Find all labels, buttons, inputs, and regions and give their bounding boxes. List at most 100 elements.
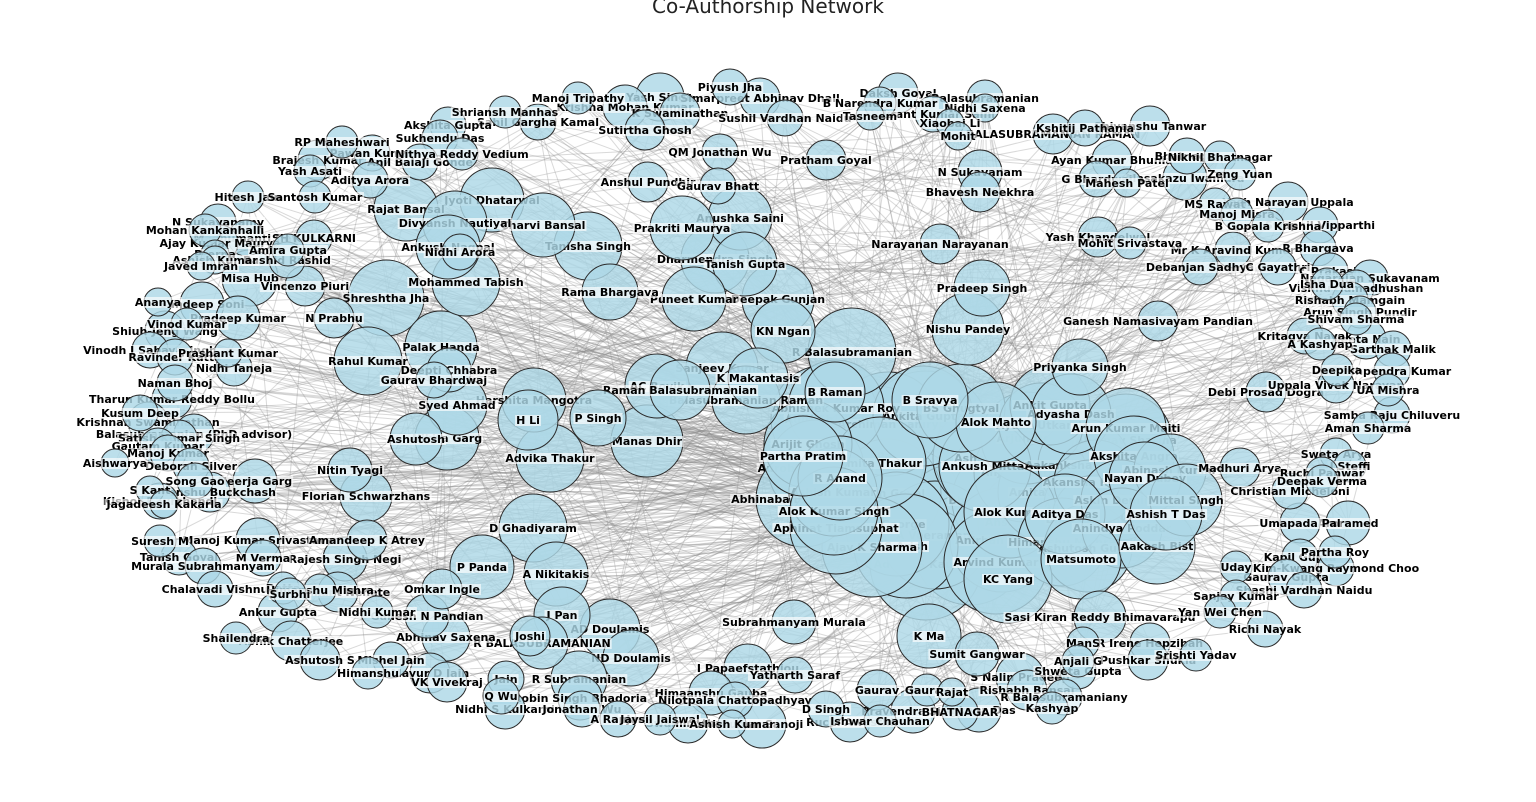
author-node[interactable]: Sushil Vardhan Naidu xyxy=(717,99,853,137)
author-node[interactable]: Prashant Kumar xyxy=(176,338,280,368)
author-node[interactable]: Madhuri Arya xyxy=(1197,447,1283,489)
author-node[interactable]: Jaysil Jaiswal xyxy=(618,702,701,736)
author-node[interactable]: Deepika xyxy=(1310,353,1364,387)
author-node[interactable]: Chalavadi Vishnu xyxy=(160,570,270,608)
author-node[interactable]: Mahesh Patel xyxy=(1084,168,1170,198)
author-node[interactable]: Joshi xyxy=(509,615,551,657)
author-node[interactable]: P Panda xyxy=(449,534,515,600)
author-node[interactable]: B Raman xyxy=(804,361,866,423)
author-node[interactable]: D Singh xyxy=(800,690,852,728)
author-node[interactable]: Nidhi Saxena xyxy=(943,93,1027,123)
author-node[interactable]: B Sravya xyxy=(891,361,969,439)
author-node[interactable]: Partha Pratim xyxy=(758,415,848,497)
author-node[interactable]: VK Vivekraj xyxy=(410,661,484,703)
author-node[interactable]: Vinod Kumar xyxy=(146,307,229,341)
author-node[interactable]: Pradeep Singh xyxy=(935,259,1029,317)
author-node[interactable]: Ganesh Namasivayam Pandian xyxy=(1062,300,1254,342)
author-node[interactable]: C Gayathri xyxy=(1244,248,1312,286)
author-node[interactable]: Kshitij Pathania xyxy=(1034,109,1136,147)
author-node[interactable]: A Kashyap xyxy=(1286,327,1354,361)
author-node[interactable]: Richi Nayak xyxy=(1227,610,1303,648)
author-node[interactable]: Ashutosh xyxy=(386,412,446,466)
author-node[interactable]: Priyanka Singh xyxy=(1032,338,1128,396)
author-node[interactable]: Ashish Kumar xyxy=(688,709,777,739)
author-node[interactable]: Uday xyxy=(1219,550,1253,584)
author-node[interactable]: Srishti Yadav xyxy=(1154,638,1239,672)
author-node[interactable]: Matsumoto xyxy=(1040,518,1122,600)
author-node[interactable]: Santosh Kumar xyxy=(266,180,364,214)
author-node[interactable]: ND Doulamis xyxy=(590,629,673,687)
author-node[interactable]: Yash Narayan Uppala xyxy=(1220,181,1355,223)
author-node[interactable]: Aditya Arora xyxy=(329,161,411,199)
author-node[interactable]: Amira Gupta xyxy=(248,233,328,267)
author-node[interactable]: Umapada Pal xyxy=(1258,502,1342,544)
author-node[interactable]: Nidhi Kumar xyxy=(337,595,417,629)
author-node[interactable]: Mohan Kankanhalli xyxy=(144,213,266,247)
author-node[interactable]: Yan Wei Chen xyxy=(1175,595,1264,629)
author-node[interactable]: Narayanan Narayanan xyxy=(870,223,1010,265)
author-node[interactable]: Kashyap xyxy=(1024,691,1080,725)
author-node[interactable]: Debanjan Sadhya xyxy=(1144,248,1256,286)
author-node[interactable]: Ananya xyxy=(133,287,183,317)
author-node[interactable]: Aishwarya xyxy=(81,448,149,478)
author-node[interactable]: Gaurav Bhardwaj xyxy=(379,361,489,399)
author-node[interactable]: Ashutosh S xyxy=(284,639,356,681)
author-node[interactable]: Gaurav Bhatt xyxy=(675,167,761,205)
author-node[interactable]: B Gopala Krishna xyxy=(1213,209,1323,243)
author-node[interactable]: Pratham Goyal xyxy=(779,139,873,181)
author-node[interactable]: Mohit Srivastava xyxy=(1076,226,1184,260)
author-node[interactable]: Hitesh Jain xyxy=(213,180,283,214)
author-node[interactable]: Yatharth Saraf xyxy=(747,656,842,694)
author-node[interactable]: Puneet Kumar xyxy=(648,266,740,332)
author-node[interactable]: Nithya Reddy Vedium xyxy=(394,137,530,171)
author-node[interactable]: Mohit xyxy=(939,121,977,151)
author-node[interactable]: KN Ngan xyxy=(750,298,816,364)
author-node[interactable]: RP Maheshwari xyxy=(293,125,391,159)
author-node[interactable]: P Singh xyxy=(569,389,627,447)
author-node[interactable]: Himanshu xyxy=(336,656,400,690)
author-node[interactable]: Rama Bhargava xyxy=(560,263,660,321)
author-node[interactable]: Ishwar Chauhan xyxy=(829,704,931,738)
author-node[interactable]: Song Gao xyxy=(164,462,226,500)
author-node[interactable]: Prakriti Maurya xyxy=(632,195,732,261)
author-node[interactable]: Nitin Tyagi xyxy=(315,447,385,493)
author-node[interactable]: Omkar Ingle xyxy=(403,568,481,610)
author-node[interactable]: Jagadeesh Kakarla xyxy=(104,489,223,519)
author-node[interactable]: QM Jonathan Wu xyxy=(667,133,773,171)
author-node[interactable]: Tasneem xyxy=(841,101,899,131)
author-node[interactable]: Nidhi Arora xyxy=(423,233,497,271)
author-node[interactable]: Suresh M xyxy=(130,524,190,558)
author-node[interactable]: N Prabhu xyxy=(304,297,364,339)
author-node[interactable]: Javed Imran xyxy=(161,251,240,281)
author-node[interactable]: Shriansh Manhas xyxy=(450,95,560,129)
author-node[interactable]: Shreshtha Jha xyxy=(341,259,431,337)
author-node[interactable]: Deepak Verma xyxy=(1275,464,1369,498)
author-node[interactable]: Partha Roy xyxy=(1299,535,1371,569)
author-node[interactable]: H Li xyxy=(497,389,559,451)
author-node[interactable]: Charvi Bansal xyxy=(499,192,587,258)
author-node[interactable]: Raman Balasubramanian xyxy=(601,359,759,421)
author-node[interactable]: Rajat xyxy=(934,677,970,707)
author-node[interactable]: Zeng Yuan xyxy=(1206,157,1274,191)
author-node[interactable]: Yash Asati xyxy=(275,154,344,188)
author-node[interactable]: KC Yang xyxy=(963,534,1053,624)
author-node[interactable]: Naman Bhoj xyxy=(136,364,214,402)
author-node[interactable]: Ashish T Das xyxy=(1125,477,1208,551)
author-node[interactable]: Anjali G xyxy=(1053,644,1103,678)
author-node[interactable]: Kusum Deep xyxy=(100,394,181,432)
author-node[interactable]: Shailendra xyxy=(201,621,271,655)
author-node[interactable]: Sutirtha Ghosh xyxy=(597,109,693,151)
author-node[interactable]: Q Wu xyxy=(482,677,520,715)
author-node[interactable]: Subrahmanyam Murala xyxy=(721,599,867,645)
author-node[interactable]: Bhavesh Neekhra xyxy=(924,171,1036,213)
author-node[interactable]: Piyush Jha xyxy=(696,68,764,106)
author-node[interactable]: Anshul Pundhir xyxy=(599,161,697,203)
author-node[interactable]: Isha Dua xyxy=(1298,267,1356,301)
author-node[interactable]: Surbhi xyxy=(268,577,312,611)
author-node[interactable]: B Narendra Kumar xyxy=(821,86,939,120)
author-node[interactable]: Shivam Sharma xyxy=(1306,302,1406,336)
author-node[interactable]: Amandeep K Atrey xyxy=(308,519,426,561)
author-node[interactable]: R Bhargava xyxy=(1281,229,1355,267)
author-node[interactable]: Gaurav xyxy=(853,669,901,711)
author-node[interactable]: Nilotpala Chattopadhyay xyxy=(657,681,813,719)
